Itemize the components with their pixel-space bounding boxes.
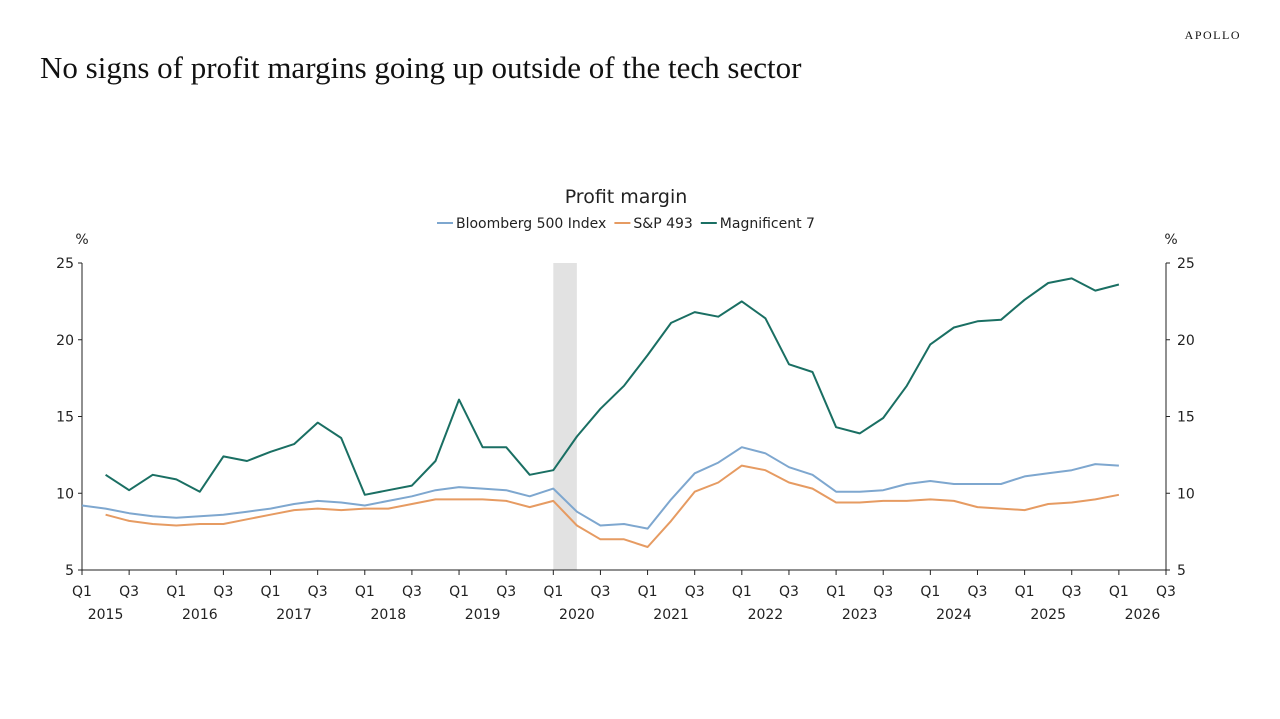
x-tick-label: Q1 bbox=[1015, 584, 1035, 600]
x-year-label: 2024 bbox=[936, 607, 972, 623]
chart-legend: Bloomberg 500 Index S&P 493 Magnificent 7 bbox=[437, 216, 815, 232]
legend-item: Bloomberg 500 Index bbox=[437, 216, 606, 232]
x-year-label: 2020 bbox=[559, 607, 595, 623]
series-line-bloomberg-500-index bbox=[81, 446, 1119, 530]
series-line-s-p-493 bbox=[105, 464, 1120, 548]
x-tick-label: Q3 bbox=[1156, 584, 1176, 600]
right-y-tick-label: 15 bbox=[1177, 410, 1195, 426]
x-year-label: 2025 bbox=[1030, 607, 1066, 623]
legend-item: S&P 493 bbox=[614, 216, 693, 232]
x-year-label: 2019 bbox=[465, 607, 501, 623]
left-y-tick-label: 20 bbox=[56, 333, 74, 349]
x-year-label: 2026 bbox=[1125, 607, 1161, 623]
x-tick-label: Q3 bbox=[496, 584, 516, 600]
x-tick-label: Q1 bbox=[638, 584, 658, 600]
x-tick-label: Q1 bbox=[355, 584, 375, 600]
legend-item: Magnificent 7 bbox=[700, 216, 815, 232]
legend-label: Bloomberg 500 Index bbox=[456, 216, 606, 232]
recession-shading bbox=[553, 263, 577, 570]
right-y-tick-label: 20 bbox=[1177, 333, 1195, 349]
legend-label: S&P 493 bbox=[633, 216, 692, 232]
x-tick-label: Q3 bbox=[968, 584, 988, 600]
left-y-tick-label: 10 bbox=[56, 486, 74, 502]
x-year-label: 2016 bbox=[182, 607, 218, 623]
left-y-tick-label: 25 bbox=[56, 256, 74, 272]
x-tick-label: Q3 bbox=[213, 584, 233, 600]
x-tick-label: Q1 bbox=[261, 584, 281, 600]
right-y-tick-label: 10 bbox=[1177, 486, 1195, 502]
x-tick-label: Q3 bbox=[308, 584, 328, 600]
left-y-tick-label: 5 bbox=[65, 563, 74, 579]
x-tick-label: Q3 bbox=[685, 584, 705, 600]
x-year-label: 2023 bbox=[842, 607, 878, 623]
right-y-tick-label: 5 bbox=[1177, 563, 1186, 579]
x-tick-label: Q1 bbox=[920, 584, 940, 600]
slide-headline: No signs of profit margins going up outs… bbox=[40, 50, 802, 85]
x-tick-label: Q1 bbox=[826, 584, 846, 600]
legend-label: Magnificent 7 bbox=[720, 216, 815, 232]
x-year-label: 2017 bbox=[276, 607, 312, 623]
x-tick-label: Q1 bbox=[166, 584, 186, 600]
x-tick-label: Q3 bbox=[119, 584, 139, 600]
x-tick-label: Q1 bbox=[72, 584, 92, 600]
left-unit-label: % bbox=[75, 232, 88, 248]
x-year-label: 2022 bbox=[748, 607, 784, 623]
x-tick-label: Q1 bbox=[1109, 584, 1129, 600]
x-year-label: 2015 bbox=[88, 607, 124, 623]
x-tick-label: Q3 bbox=[590, 584, 610, 600]
left-y-tick-label: 15 bbox=[56, 410, 74, 426]
x-tick-label: Q1 bbox=[543, 584, 563, 600]
x-tick-label: Q1 bbox=[449, 584, 469, 600]
x-year-label: 2018 bbox=[371, 607, 407, 623]
x-tick-label: Q3 bbox=[873, 584, 893, 600]
series-line-magnificent-7 bbox=[105, 277, 1120, 496]
x-tick-label: Q1 bbox=[732, 584, 752, 600]
apollo-logo: APOLLO bbox=[1184, 28, 1241, 42]
chart-title: Profit margin bbox=[565, 186, 688, 208]
right-y-tick-label: 25 bbox=[1177, 256, 1195, 272]
right-unit-label: % bbox=[1164, 232, 1177, 248]
x-tick-label: Q3 bbox=[779, 584, 799, 600]
x-tick-label: Q3 bbox=[1062, 584, 1082, 600]
x-tick-label: Q3 bbox=[402, 584, 422, 600]
x-year-label: 2021 bbox=[653, 607, 689, 623]
